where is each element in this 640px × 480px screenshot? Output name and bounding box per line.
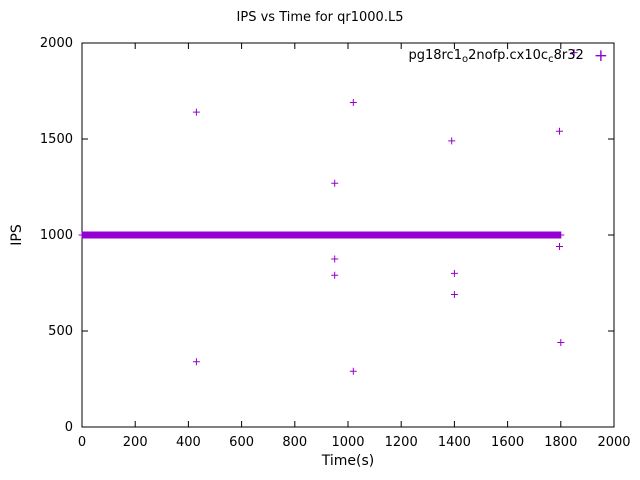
x-tick-label: 200 [123, 435, 148, 450]
x-tick-label: 400 [176, 435, 201, 450]
y-tick-label: 1000 [40, 228, 73, 243]
x-tick-label: 600 [229, 435, 254, 450]
legend-label: pg18rc1o2nofp.cx10cc8r32 [408, 48, 584, 65]
x-tick-label: 800 [282, 435, 307, 450]
legend-label-subscript: c [548, 54, 554, 65]
x-tick-label: 1800 [544, 435, 577, 450]
y-tick-label: 500 [48, 324, 73, 339]
legend-label-text: 2nofp.cx10c [468, 48, 549, 63]
y-axis-label: IPS [9, 224, 25, 246]
legend-label-text: 8r32 [553, 48, 584, 63]
y-tick-label: 1500 [40, 132, 73, 147]
legend-label-text: pg18rc1 [408, 48, 462, 63]
x-tick-label: 2000 [597, 435, 630, 450]
x-tick-label: 1600 [491, 435, 524, 450]
axis-ticks [81, 42, 615, 428]
x-tick-label: 1200 [385, 435, 418, 450]
y-tick-label: 2000 [40, 36, 73, 51]
x-tick-label: 1000 [331, 435, 364, 450]
y-tick-label: 0 [65, 420, 73, 435]
legend: pg18rc1o2nofp.cx10cc8r32 + [408, 45, 608, 66]
x-tick-label: 0 [78, 435, 86, 450]
legend-label-subscript: o [461, 54, 469, 65]
series-outlier-points [192, 49, 578, 375]
x-axis-label: Time(s) [321, 453, 375, 469]
series-band [78, 231, 565, 239]
x-tick-label: 1400 [438, 435, 471, 450]
chart-title: IPS vs Time for qr1000.L5 [236, 10, 404, 25]
plus-marker-icon: + [593, 45, 608, 66]
